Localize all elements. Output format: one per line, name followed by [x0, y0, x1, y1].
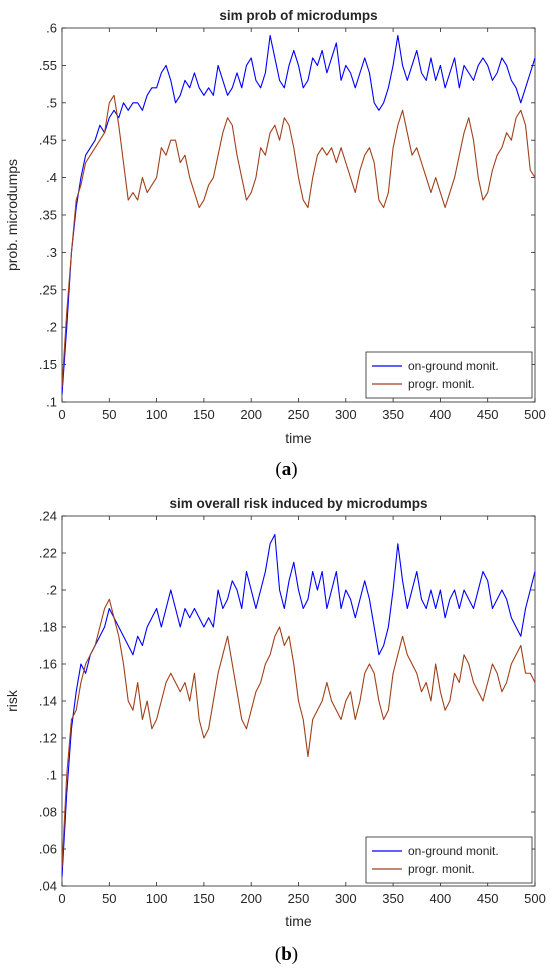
x-tick-label: 0	[58, 407, 65, 422]
y-tick-label: .6	[46, 21, 57, 36]
y-tick-label: .25	[39, 282, 57, 297]
legend-label: on-ground monit.	[408, 844, 499, 858]
x-tick-label: 200	[240, 407, 262, 422]
x-tick-label: 50	[102, 407, 116, 422]
x-tick-label: 200	[240, 891, 262, 906]
chart-title: sim overall risk induced by microdumps	[169, 496, 427, 511]
y-tick-label: .15	[39, 357, 57, 372]
x-tick-label: 300	[335, 407, 357, 422]
x-tick-label: 450	[477, 407, 499, 422]
y-tick-label: .22	[39, 546, 57, 561]
y-tick-label: .24	[39, 509, 57, 524]
y-tick-label: .1	[46, 768, 57, 783]
y-axis-label: prob. microdumps	[4, 159, 20, 271]
legend-label: on-ground monit.	[408, 359, 499, 373]
series-line-on-ground	[61, 533, 536, 877]
legend: on-ground monit. progr. monit.	[365, 836, 533, 884]
legend-box	[365, 351, 533, 399]
y-tick-label: .04	[39, 879, 57, 894]
y-tick-label: .18	[39, 620, 57, 635]
legend: on-ground monit. progr. monit.	[365, 351, 533, 399]
x-tick-label: 500	[524, 891, 546, 906]
series-line-progr	[61, 94, 536, 388]
x-tick-label: 350	[382, 891, 404, 906]
x-tick-label: 500	[524, 407, 546, 422]
chart-title: sim prob of microdumps	[219, 8, 377, 23]
y-tick-label: .12	[39, 731, 57, 746]
x-tick-label: 150	[193, 891, 215, 906]
panel-label: (b)	[275, 944, 298, 965]
y-tick-label: .5	[46, 95, 57, 110]
y-tick-label: .4	[46, 170, 57, 185]
panel-label: (a)	[275, 459, 297, 480]
y-tick-label: .2	[46, 320, 57, 335]
y-tick-label: .06	[39, 842, 57, 857]
legend-label: progr. monit.	[408, 377, 475, 391]
series-line-progr	[61, 598, 536, 868]
x-tick-label: 250	[288, 407, 310, 422]
y-tick-label: .35	[39, 208, 57, 223]
y-tick-label: .55	[39, 58, 57, 73]
x-tick-label: 100	[146, 891, 168, 906]
x-tick-label: 300	[335, 891, 357, 906]
x-axis-label: time	[285, 430, 312, 446]
x-axis-label: time	[285, 913, 312, 929]
x-tick-label: 450	[477, 891, 499, 906]
chart-overall-risk: 0 50 100 150 200 250 300 350 400 450 500 .04 .06 .08.…	[4, 496, 546, 965]
plot-area	[61, 27, 536, 403]
chart-prob-microdumps: 0 50 100 150 200 250 300 350 400 450 500 .1 .15 .2 .25…	[4, 8, 546, 480]
x-tick-label: 400	[430, 407, 452, 422]
y-tick-label: .45	[39, 133, 57, 148]
x-tick-label: 150	[193, 407, 215, 422]
y-tick-label: .2	[46, 583, 57, 598]
legend-box	[365, 836, 533, 884]
x-tick-label: 50	[102, 891, 116, 906]
series-line-on-ground	[61, 34, 536, 395]
x-tick-label: 400	[430, 891, 452, 906]
x-tick-label: 0	[58, 891, 65, 906]
y-tick-label: .14	[39, 694, 57, 709]
legend-label: progr. monit.	[408, 862, 475, 876]
y-axis-label: risk	[4, 689, 20, 712]
x-tick-label: 250	[288, 891, 310, 906]
y-tick-label: .16	[39, 657, 57, 672]
y-tick-label: .08	[39, 805, 57, 820]
y-tick-label: .1	[46, 395, 57, 410]
x-tick-label: 100	[146, 407, 168, 422]
y-tick-label: .3	[46, 245, 57, 260]
x-tick-label: 350	[382, 407, 404, 422]
